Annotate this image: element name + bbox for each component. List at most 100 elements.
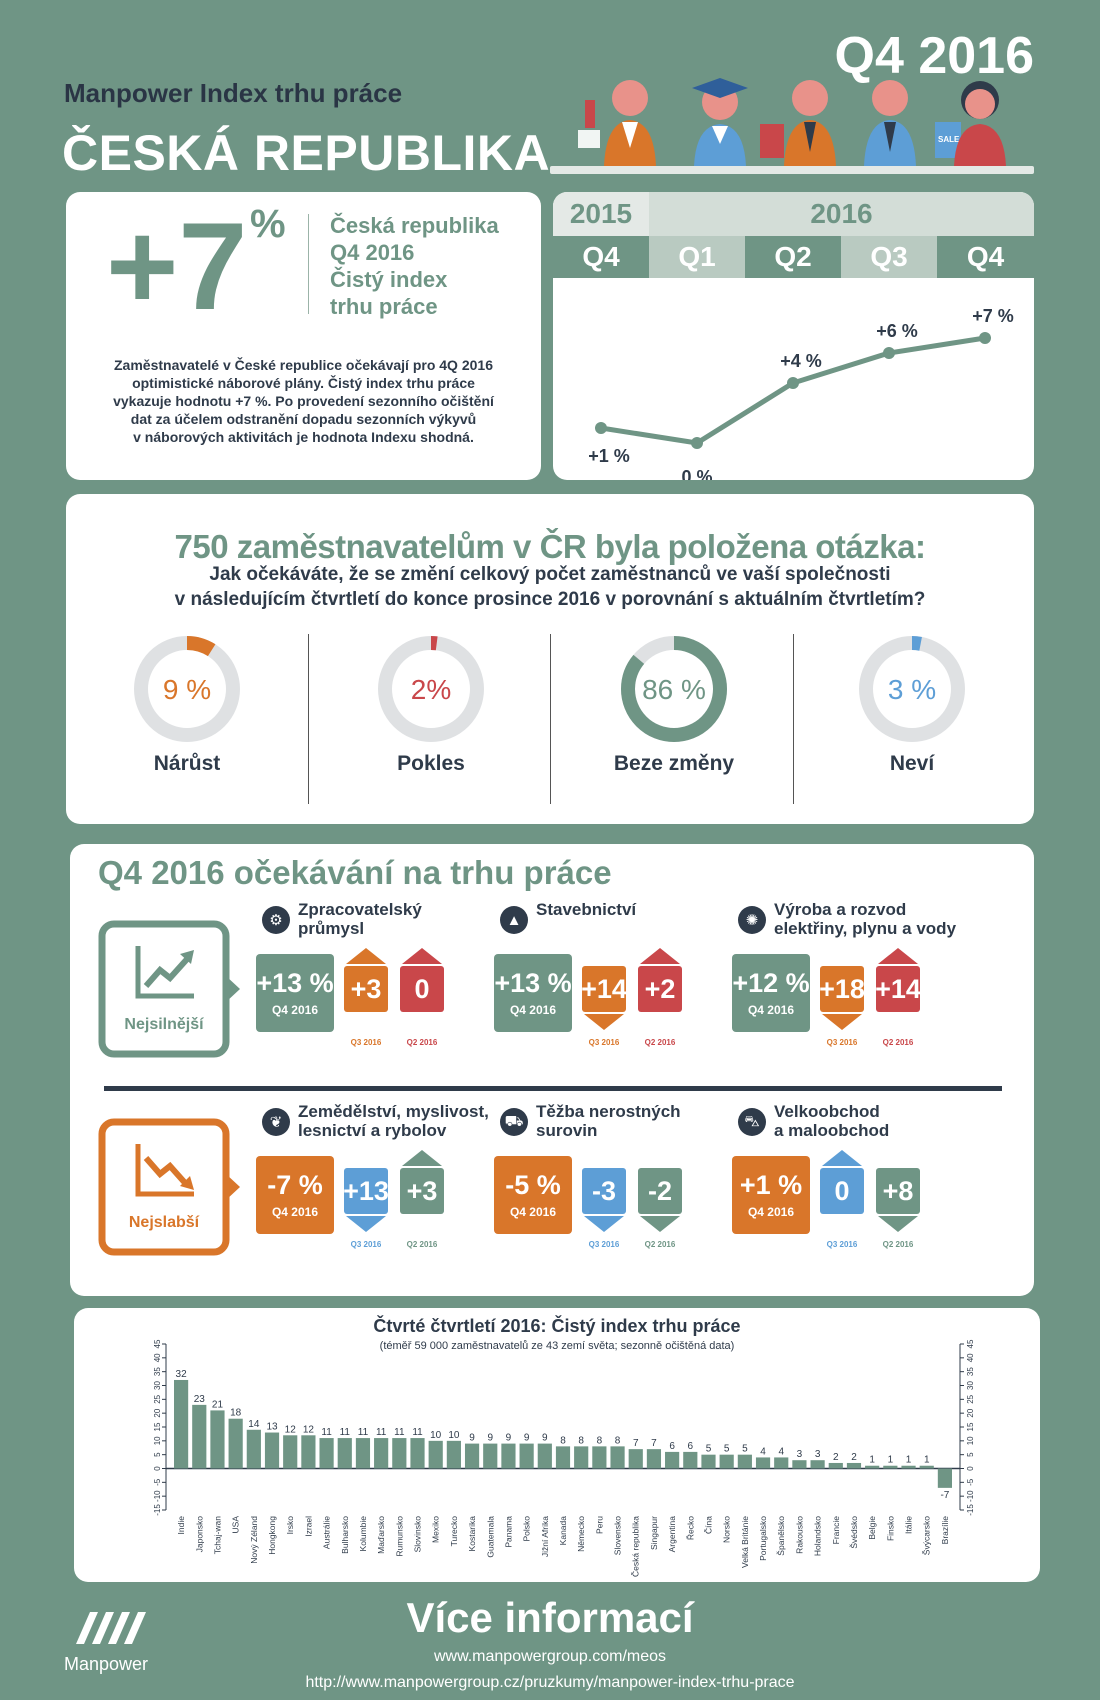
tab-q3-2016: Q3 xyxy=(841,236,937,278)
bar xyxy=(410,1438,425,1469)
category-label: Maďarsko xyxy=(376,1516,386,1554)
category-label: Argentina xyxy=(667,1516,677,1553)
divider xyxy=(793,634,794,804)
bar-value-label: 6 xyxy=(669,1441,675,1452)
q3-caption: Q3 2016 xyxy=(826,1240,858,1249)
category-label: Španělsko xyxy=(776,1516,786,1556)
donut-segment xyxy=(378,636,484,742)
q3-2016-change: +14 xyxy=(581,966,627,1012)
arrow-down-icon xyxy=(878,1216,918,1232)
category-label: Německo xyxy=(576,1516,586,1552)
y-tick-left: 35 xyxy=(153,1367,162,1376)
trend-label: +6 % xyxy=(876,321,918,341)
y-tick-left: 10 xyxy=(153,1436,162,1445)
y-tick-right: 25 xyxy=(966,1394,975,1403)
y-tick-left: -5 xyxy=(153,1478,162,1486)
q2-2016-change: -2 xyxy=(638,1168,682,1214)
trend-point xyxy=(691,437,703,449)
svg-text:SALE: SALE xyxy=(938,135,960,144)
bar-value-label: 9 xyxy=(487,1433,493,1444)
q4-value: +13 % xyxy=(494,968,572,998)
arrow-up-icon xyxy=(822,1150,862,1166)
category-label: Austrálie xyxy=(322,1516,332,1549)
header-subtitle: Manpower Index trhu práce xyxy=(64,78,403,108)
y-tick-left: 25 xyxy=(153,1394,162,1403)
footer-url-1[interactable]: www.manpowergroup.com/meos xyxy=(433,1648,667,1665)
q4-value: +13 % xyxy=(256,968,334,998)
bar xyxy=(464,1443,480,1469)
q4-value: -7 % xyxy=(267,1170,323,1200)
bar-value-label: 8 xyxy=(578,1435,584,1446)
category-label: Kostarika xyxy=(467,1516,477,1552)
category-label: Irsko xyxy=(285,1516,295,1535)
bar-value-label: 7 xyxy=(633,1438,639,1449)
category-label: Itálie xyxy=(904,1516,914,1534)
gears-icon: ⚙ xyxy=(262,906,290,934)
strongest-label: Nejsilnější xyxy=(124,1016,204,1033)
trend-label: +4 % xyxy=(780,351,822,371)
y-tick-left: 45 xyxy=(153,1339,162,1348)
headline-index: +7 xyxy=(106,198,248,336)
category-label: Velká Británie xyxy=(740,1516,750,1568)
footer-url-2[interactable]: http://www.manpowergroup.cz/pruzkumy/man… xyxy=(305,1674,795,1691)
donut-label: Neví xyxy=(889,752,935,775)
bar-value-label: 9 xyxy=(524,1433,530,1444)
bar-value-label: 32 xyxy=(176,1369,188,1380)
category-label: Mexiko xyxy=(431,1516,441,1543)
weakest-badge xyxy=(98,1118,240,1256)
divider xyxy=(550,634,551,804)
divider xyxy=(308,634,309,804)
year-2015: 2015 xyxy=(553,192,649,236)
bar-value-label: 10 xyxy=(430,1430,442,1441)
q2-caption: Q2 2016 xyxy=(406,1038,438,1047)
bar-value-label: 1 xyxy=(924,1455,930,1466)
bar-value-label: 12 xyxy=(303,1424,315,1435)
donut-3 xyxy=(621,636,727,742)
bar xyxy=(428,1440,443,1469)
traffic-cone-icon: ▲ xyxy=(500,906,528,934)
category-label: Japonsko xyxy=(194,1516,204,1553)
q2-caption: Q2 2016 xyxy=(882,1240,914,1249)
businessman-figure xyxy=(864,80,916,166)
bar-chart-subtitle: (téměř 59 000 zaměstnavatelů ze 43 zemí … xyxy=(379,1340,735,1352)
q2-caption: Q2 2016 xyxy=(406,1240,438,1249)
q4-caption: Q4 2016 xyxy=(509,1205,557,1219)
y-tick-right: 40 xyxy=(966,1353,975,1362)
tab-q4-2016: Q4 xyxy=(937,236,1034,278)
bar-value-label: 12 xyxy=(285,1424,297,1435)
summary-card: +7 % Česká republika Q4 2016 Čistý index… xyxy=(66,192,541,480)
category-label: Bulharsko xyxy=(340,1516,350,1554)
bar-value-label: 5 xyxy=(706,1444,712,1455)
y-tick-left: 30 xyxy=(153,1381,162,1390)
bar-value-label: 5 xyxy=(742,1444,748,1455)
category-label: Slovinsko xyxy=(413,1516,423,1553)
arrow-up-icon xyxy=(640,948,680,964)
donut-segment xyxy=(621,636,727,742)
trend-point xyxy=(595,422,607,434)
q3-caption: Q3 2016 xyxy=(350,1038,382,1047)
bar-value-label: 23 xyxy=(194,1394,206,1405)
bar xyxy=(919,1465,934,1469)
q3-caption: Q3 2016 xyxy=(588,1038,620,1047)
sector-name: Zemědělství, myslivost, lesnictví a rybol… xyxy=(298,1102,489,1140)
bar xyxy=(392,1438,407,1469)
manpower-logo-icon xyxy=(76,1612,146,1644)
bar-value-label: 10 xyxy=(448,1430,460,1441)
q4-caption: Q4 2016 xyxy=(509,1003,557,1017)
trend-point xyxy=(883,347,895,359)
q2-caption: Q2 2016 xyxy=(882,1038,914,1047)
y-tick-right: -15 xyxy=(966,1504,975,1516)
category-label: Norsko xyxy=(722,1516,732,1543)
bar-value-label: 3 xyxy=(797,1449,803,1460)
y-tick-right: -10 xyxy=(966,1490,975,1502)
bar-value-label: 18 xyxy=(230,1408,242,1419)
strongest-badge xyxy=(98,920,240,1058)
bar-value-label: 3 xyxy=(815,1449,821,1460)
category-label: Panama xyxy=(503,1516,513,1548)
arrow-down-icon xyxy=(584,1014,624,1030)
arrow-down-icon xyxy=(346,1216,386,1232)
sector-name: Velkoobchod a maloobchod xyxy=(774,1102,890,1140)
bar xyxy=(319,1438,334,1469)
sector-name: Těžba nerostných surovin xyxy=(536,1102,681,1140)
summary-divider xyxy=(308,214,309,314)
